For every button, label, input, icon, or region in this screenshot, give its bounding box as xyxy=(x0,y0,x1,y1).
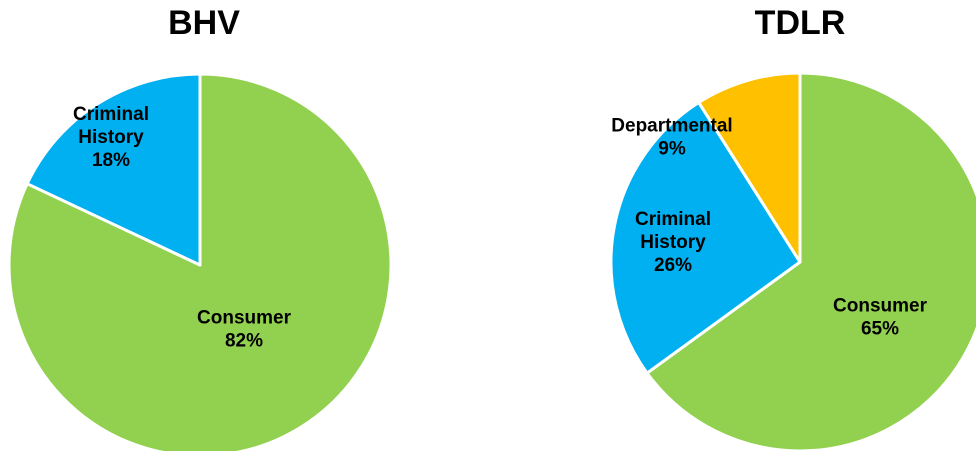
pie-slice-departmental xyxy=(697,71,802,264)
slice-label-consumer: Consumer 82% xyxy=(197,308,292,352)
pie-slice-criminal-history xyxy=(609,100,802,375)
slice-label-criminal-history: Criminal History 18% xyxy=(73,104,149,171)
pie-slice-criminal-history xyxy=(25,72,202,267)
chart-title-bhv: BHV xyxy=(168,4,240,42)
chart-title-tdlr: TDLR xyxy=(754,4,846,42)
slice-label-departmental: Departmental 9% xyxy=(611,116,732,160)
slice-label-criminal-history: Criminal History 26% xyxy=(635,209,711,276)
pie-slice-consumer xyxy=(645,71,976,451)
slice-label-consumer: Consumer 65% xyxy=(833,296,928,340)
